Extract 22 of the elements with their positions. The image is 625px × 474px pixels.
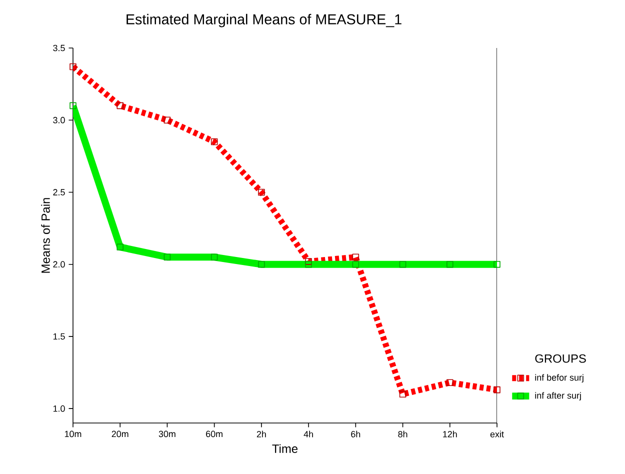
x-tick-label: exit: [490, 430, 504, 438]
x-tick-label: 20m: [112, 430, 128, 438]
legend-title: GROUPS: [535, 354, 586, 363]
x-tick-label: 8h: [398, 430, 408, 438]
legend-label: inf after surj: [535, 392, 581, 400]
y-tick-label: 2.0: [53, 261, 65, 268]
y-tick-label: 3.5: [53, 44, 65, 52]
y-tick-label: 3.0: [53, 116, 65, 124]
x-tick-label: 60m: [206, 430, 222, 438]
x-tick-label: 30m: [158, 430, 176, 438]
legend-label: inf befor surj: [535, 374, 584, 382]
x-tick-label: 2h: [256, 430, 266, 438]
y-axis-title: Means of Pain: [41, 198, 50, 273]
x-tick-label: 4h: [304, 430, 313, 438]
y-tick-label: 1.0: [53, 405, 65, 412]
x-axis-title: Time: [272, 444, 298, 453]
y-tick-label: 2.5: [53, 189, 65, 196]
x-tick-label: 12h: [443, 430, 457, 438]
x-tick-label: 10m: [64, 430, 82, 438]
y-tick-label: 1.5: [53, 333, 65, 340]
chart-title: Estimated Marginal Means of MEASURE_1: [126, 14, 402, 28]
x-tick-label: 6h: [351, 430, 360, 438]
